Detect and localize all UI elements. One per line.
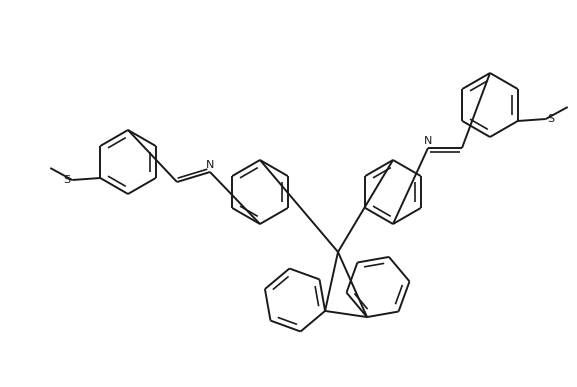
- Text: N: N: [206, 160, 214, 170]
- Text: S: S: [63, 175, 70, 185]
- Text: S: S: [548, 114, 555, 124]
- Text: N: N: [424, 136, 432, 146]
